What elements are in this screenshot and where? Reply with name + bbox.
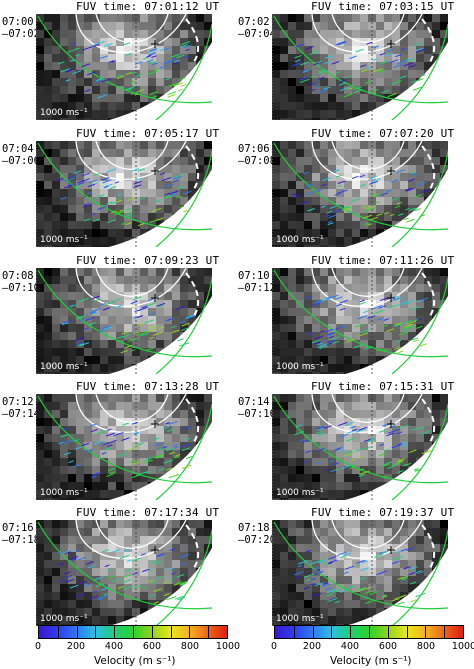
vector-scale-label: 1000 ms⁻¹	[40, 488, 88, 498]
time-start: 07:04	[2, 143, 34, 155]
time-end: –07:14	[2, 408, 40, 420]
time-end: –07:12	[238, 282, 276, 294]
colorbar-tick-label: 400	[340, 641, 360, 652]
vector-scale-label: 1000 ms⁻¹	[40, 362, 88, 372]
time-end: –07:20	[238, 534, 276, 546]
time-start: 07:00	[2, 16, 34, 28]
time-end: –07:18	[2, 534, 40, 546]
panel-title: FUV time: 07:19:37 UT	[311, 506, 455, 519]
auroral-map-panel: 1000 ms⁻¹	[272, 520, 448, 626]
time-start: 07:08	[2, 270, 34, 282]
time-start: 07:10	[238, 270, 270, 282]
panel-title: FUV time: 07:11:26 UT	[311, 254, 455, 267]
velocity-colorbar	[38, 625, 228, 639]
colorbar-label: Velocity (m s⁻¹)	[94, 655, 176, 667]
time-range-label: 07:12 –07:14	[2, 396, 40, 420]
time-range-label: 07:04 –07:06	[2, 143, 40, 167]
panel-title: FUV time: 07:09:23 UT	[76, 254, 220, 267]
colorbar-tick-label: 1000	[451, 641, 474, 652]
time-start: 07:14	[238, 396, 270, 408]
time-start: 07:18	[238, 522, 270, 534]
time-range-label: 07:18 –07:20	[238, 522, 276, 546]
time-end: –07:10	[2, 282, 40, 294]
time-end: –07:06	[2, 155, 40, 167]
time-range-label: 07:08 –07:10	[2, 270, 40, 294]
colorbar-tick-label: 800	[180, 641, 200, 652]
time-end: –07:08	[238, 155, 276, 167]
colorbar-label: Velocity (m s⁻¹)	[330, 655, 412, 667]
panel-title: FUV time: 07:01:12 UT	[76, 0, 220, 13]
panel-title: FUV time: 07:07:20 UT	[311, 127, 455, 140]
velocity-colorbar	[274, 625, 464, 639]
panel-title: FUV time: 07:05:17 UT	[76, 127, 220, 140]
time-range-label: 07:02 –07:04	[238, 16, 276, 40]
colorbar-tick-label: 1000	[215, 641, 241, 652]
time-range-label: 07:00 –07:02	[2, 16, 40, 40]
time-range-label: 07:14 –07:16	[238, 396, 276, 420]
vector-scale-label: 1000 ms⁻¹	[276, 614, 324, 624]
colorbar-tick-label: 200	[66, 641, 86, 652]
auroral-map-panel: 1000 ms⁻¹	[272, 268, 448, 374]
auroral-map-panel	[272, 14, 448, 120]
colorbar-tick-label: 600	[378, 641, 398, 652]
time-start: 07:02	[238, 16, 270, 28]
time-range-label: 07:10 –07:12	[238, 270, 276, 294]
time-end: –07:16	[238, 408, 276, 420]
auroral-map-panel: 1000 ms⁻¹	[36, 141, 212, 247]
auroral-map-panel: 1000 ms⁻¹	[36, 268, 212, 374]
auroral-map-panel: 1000 ms⁻¹	[272, 141, 448, 247]
colorbar-tick-label: 0	[34, 641, 42, 652]
colorbar-tick-label: 0	[270, 641, 278, 652]
colorbar-tick-label: 400	[104, 641, 124, 652]
vector-scale-label: 1000 ms⁻¹	[40, 108, 88, 118]
auroral-map-panel: 1000 ms⁻¹	[272, 394, 448, 500]
time-end: –07:02	[2, 28, 40, 40]
time-end: –07:04	[238, 28, 276, 40]
vector-scale-label: 1000 ms⁻¹	[276, 488, 324, 498]
panel-title: FUV time: 07:15:31 UT	[311, 380, 455, 393]
auroral-map-panel: 1000 ms⁻¹	[36, 14, 212, 120]
colorbar-tick-label: 200	[302, 641, 322, 652]
panel-title: FUV time: 07:03:15 UT	[311, 0, 455, 13]
time-start: 07:16	[2, 522, 34, 534]
time-start: 07:06	[238, 143, 270, 155]
time-range-label: 07:16 –07:18	[2, 522, 40, 546]
time-range-label: 07:06 –07:08	[238, 143, 276, 167]
panel-title: FUV time: 07:13:28 UT	[76, 380, 220, 393]
vector-scale-label: 1000 ms⁻¹	[40, 614, 88, 624]
auroral-map-panel: 1000 ms⁻¹	[36, 520, 212, 626]
vector-scale-label: 1000 ms⁻¹	[40, 235, 88, 245]
panel-title: FUV time: 07:17:34 UT	[76, 506, 220, 519]
vector-scale-label: 1000 ms⁻¹	[276, 235, 324, 245]
auroral-map-panel: 1000 ms⁻¹	[36, 394, 212, 500]
vector-scale-label: 1000 ms⁻¹	[276, 362, 324, 372]
time-start: 07:12	[2, 396, 34, 408]
colorbar-tick-label: 600	[142, 641, 162, 652]
colorbar-tick-label: 800	[416, 641, 436, 652]
